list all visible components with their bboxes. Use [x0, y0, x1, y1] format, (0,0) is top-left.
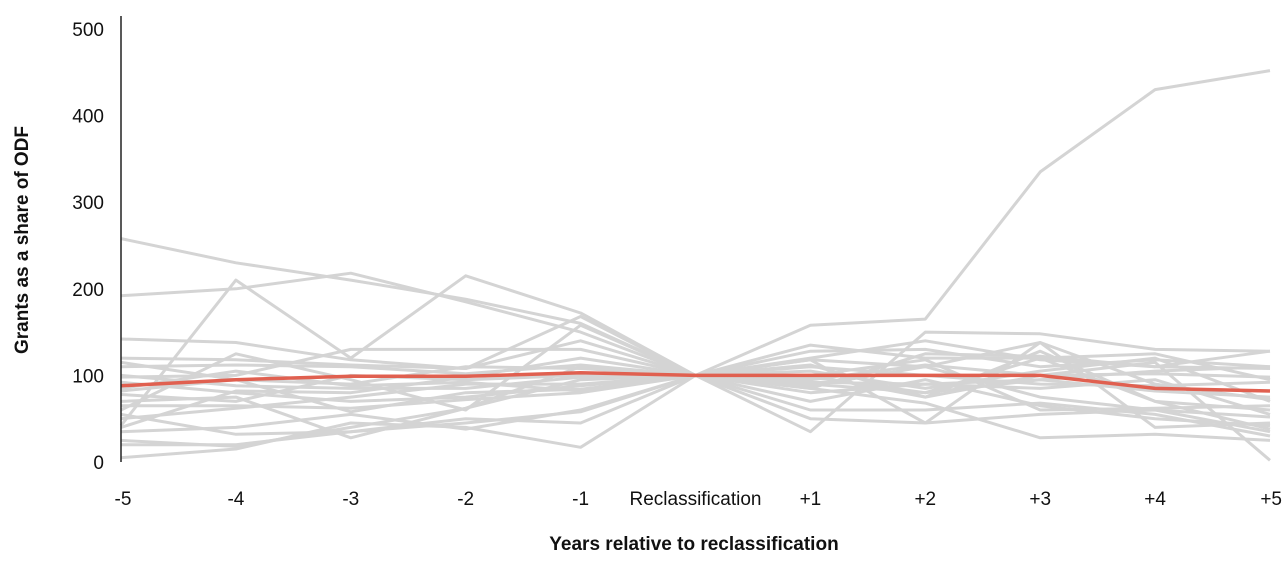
- x-tick-label: -1: [572, 489, 589, 510]
- x-tick-label: +4: [1144, 489, 1166, 510]
- x-tick-label: -3: [342, 489, 359, 510]
- y-tick-label: 0: [93, 453, 104, 474]
- x-tick-label: +3: [1029, 489, 1051, 510]
- x-axis-title: Years relative to reclassification: [549, 534, 838, 555]
- x-tick-label: -4: [227, 489, 244, 510]
- x-tick-label: +5: [1260, 489, 1282, 510]
- highlight-series-line: [120, 371, 1271, 393]
- x-tick-label: -2: [457, 489, 474, 510]
- x-tick-label: Reclassification: [630, 489, 762, 510]
- x-tick-label: -5: [115, 489, 132, 510]
- y-axis-title: Grants as a share of ODF: [12, 126, 33, 354]
- background-series-group: [119, 69, 1271, 462]
- x-tick-label: +1: [800, 489, 822, 510]
- x-tick-label: +2: [914, 489, 936, 510]
- y-tick-label: 200: [72, 280, 104, 301]
- series-line-1: [120, 69, 1271, 377]
- y-tick-label: 400: [72, 107, 104, 128]
- highlight-series-group: [120, 371, 1271, 393]
- x-tick-labels: -5 -4 -3 -2 -1 Reclassification +1 +2 +3 +4 +5: [115, 489, 1282, 510]
- y-tick-label: 100: [72, 366, 104, 387]
- y-tick-label: 300: [72, 193, 104, 214]
- y-tick-labels: 0 100 200 300 400 500: [72, 20, 104, 474]
- y-tick-label: 500: [72, 20, 104, 41]
